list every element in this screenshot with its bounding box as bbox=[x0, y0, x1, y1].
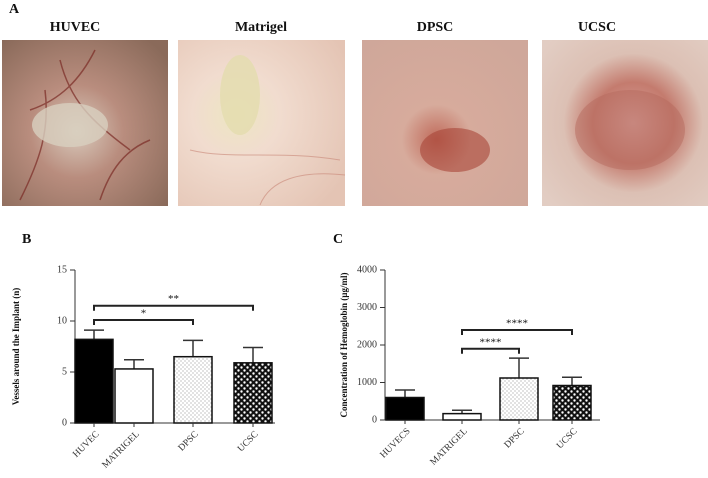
bar bbox=[552, 384, 592, 421]
bar bbox=[74, 338, 114, 424]
significance-bracket bbox=[461, 347, 520, 354]
x-tick-label: DPSC bbox=[177, 430, 201, 454]
y-tick-label: 10 bbox=[57, 315, 67, 326]
panel-label: C bbox=[333, 232, 343, 247]
panel-label: A bbox=[9, 2, 20, 17]
significance-label: **** bbox=[506, 318, 528, 330]
photo-title: UCSC bbox=[578, 20, 616, 35]
x-tick-label: MATRIGEL bbox=[429, 426, 470, 467]
photos bbox=[2, 40, 708, 206]
y-axis-label: Vessels around the Implant (n) bbox=[11, 288, 21, 406]
significance-label: **** bbox=[480, 336, 502, 348]
y-tick-label: 5 bbox=[62, 366, 67, 377]
y-tick-label: 3000 bbox=[357, 302, 377, 313]
x-tick-label: MATRIGEL bbox=[101, 429, 142, 470]
significance-label: ** bbox=[168, 293, 179, 305]
x-tick-label: DPSC bbox=[503, 427, 527, 451]
photo bbox=[362, 40, 528, 206]
bar bbox=[173, 355, 213, 424]
x-tick-label: HUVEC bbox=[71, 430, 101, 460]
y-tick-label: 15 bbox=[57, 264, 67, 275]
y-tick-label: 0 bbox=[372, 414, 377, 425]
y-tick-label: 0 bbox=[62, 417, 67, 428]
bar bbox=[114, 368, 154, 424]
photo bbox=[178, 40, 345, 206]
photo-title: DPSC bbox=[417, 20, 454, 35]
bar bbox=[233, 362, 273, 424]
photo-title: HUVEC bbox=[50, 20, 101, 35]
photo-title: Matrigel bbox=[235, 20, 287, 35]
significance-bracket bbox=[93, 318, 194, 325]
x-tick-label: UCSC bbox=[555, 427, 580, 452]
bar bbox=[385, 396, 425, 421]
y-tick-label: 1000 bbox=[357, 377, 377, 388]
significance-label: * bbox=[141, 308, 147, 320]
significance-bracket bbox=[461, 329, 573, 335]
y-tick-label: 2000 bbox=[357, 339, 377, 350]
bar bbox=[442, 412, 482, 421]
panel-label: B bbox=[22, 232, 31, 247]
y-axis-label: Concentration of Hemoglobin (µg/ml) bbox=[339, 273, 349, 418]
y-tick-label: 4000 bbox=[357, 264, 377, 275]
bar bbox=[499, 377, 539, 421]
x-tick-label: UCSC bbox=[236, 430, 261, 455]
x-tick-label: HUVECS bbox=[379, 427, 413, 461]
significance-bracket bbox=[93, 304, 254, 311]
